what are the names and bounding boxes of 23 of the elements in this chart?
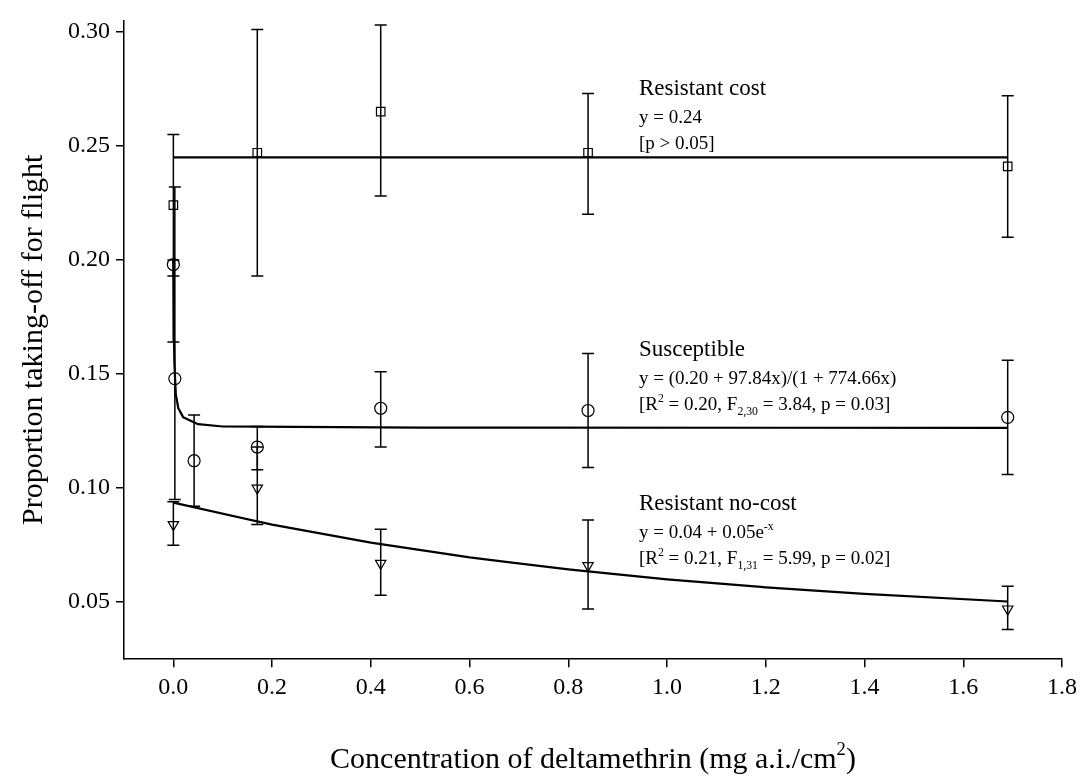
y-tick-label: 0.30	[68, 17, 110, 44]
text: Resistant cost	[638, 74, 767, 100]
x-tick-label: 1.2	[750, 672, 781, 699]
x-tick-label: 0.0	[158, 672, 189, 699]
x-tick-label: 1.4	[849, 672, 880, 699]
y-tick-label: 0.25	[68, 131, 110, 158]
x-tick-label: 1.8	[1047, 672, 1077, 699]
annotation: y = 0.24	[638, 105, 703, 127]
x-tick-label: 0.4	[355, 672, 386, 699]
y-tick-label: 0.05	[68, 587, 110, 614]
x-tick-label: 0.6	[454, 672, 485, 699]
text: Resistant no-cost	[638, 490, 798, 516]
x-tick-label: 1.6	[948, 672, 979, 699]
y-tick-label: 0.20	[68, 245, 110, 272]
x-tick-label: 1.0	[652, 672, 683, 699]
y-tick-label: 0.15	[68, 359, 110, 386]
x-tick-label: 0.8	[553, 672, 584, 699]
y-tick-label: 0.10	[68, 473, 110, 500]
y-axis-title: Proportion taking-off for flight	[15, 154, 48, 525]
text: Susceptible	[638, 336, 746, 362]
annotation: [p > 0.05]	[638, 131, 715, 153]
x-tick-label: 0.2	[257, 672, 288, 699]
annotation: y = (0.20 + 97.84x)/(1 + 774.66x)	[638, 367, 897, 390]
